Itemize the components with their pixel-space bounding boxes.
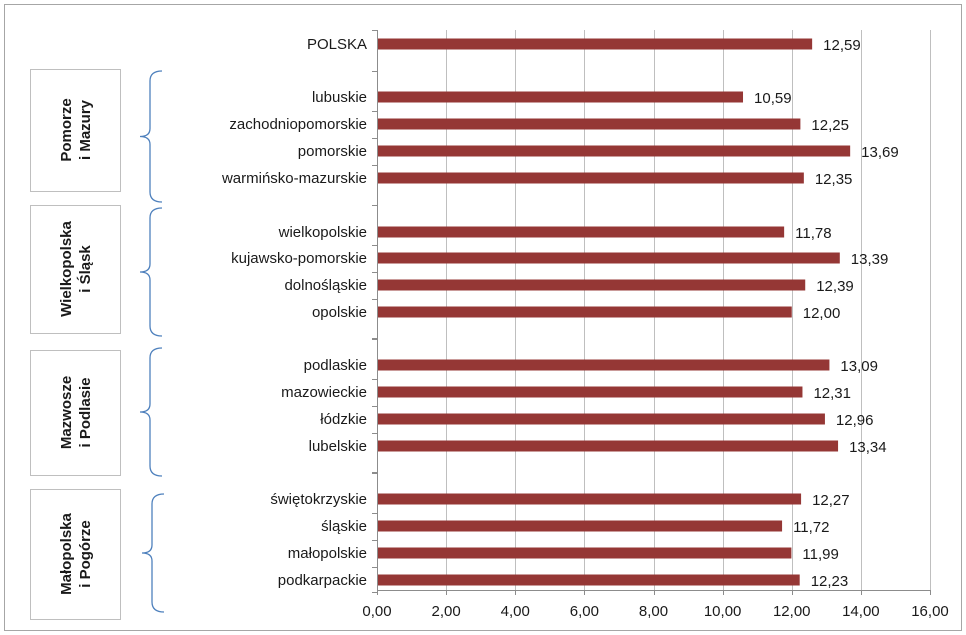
value-label-podlaskie: 13,09 xyxy=(840,358,878,375)
value-label-kujawsko-pomorskie: 13,39 xyxy=(851,251,889,268)
category-label-lubelskie: lubelskie xyxy=(309,438,367,455)
x-tick-label-12: 12,00 xyxy=(773,603,811,620)
category-label-podkarpackie: podkarpackie xyxy=(278,572,367,589)
category-label-zachodniopomorskie: zachodniopomorskie xyxy=(229,116,367,133)
category-label-swietokrzyskie: świętokrzyskie xyxy=(270,491,367,508)
bars xyxy=(378,38,851,586)
value-label-lubuskie: 10,59 xyxy=(754,90,792,107)
bar-malopolskie xyxy=(378,547,792,559)
bar-mazowieckie xyxy=(378,386,803,398)
bar-dolnoslaskie xyxy=(378,279,806,291)
value-label-swietokrzyskie: 12,27 xyxy=(812,492,850,509)
brace-icon xyxy=(139,347,163,477)
category-label-podlaskie: podlaskie xyxy=(304,357,367,374)
region-label-line: i Śląsk xyxy=(76,245,94,293)
category-label-wielkopolskie: wielkopolskie xyxy=(278,224,367,241)
region-label-line: Pomorze xyxy=(58,98,75,161)
brace-icon xyxy=(139,207,163,337)
region-label-line: Mazwosze xyxy=(58,376,75,449)
value-label-wielkopolskie: 11,78 xyxy=(795,225,831,242)
category-label-kujawsko-pomorskie: kujawsko-pomorskie xyxy=(231,250,367,267)
x-tick-label-2: 2,00 xyxy=(432,603,461,620)
category-label-pomorskie: pomorskie xyxy=(298,143,367,160)
region-label: Wielkopolska i Śląsk xyxy=(58,220,94,316)
region-box xyxy=(30,205,121,334)
category-label-lodzkie: łódzkie xyxy=(320,411,367,428)
region-groups: Pomorze i Mazury Wielkopolska i Śląsk Mazwos… xyxy=(30,69,165,620)
axes xyxy=(372,30,931,595)
region-group-wielkopolska-i-slask: Wielkopolska i Śląsk xyxy=(30,205,163,337)
value-label-podkarpackie: 12,23 xyxy=(811,573,849,590)
region-label-line: i Mazury xyxy=(77,99,94,160)
x-tick-label-8: 8,00 xyxy=(639,603,668,620)
category-label-slaskie: śląskie xyxy=(321,518,367,535)
category-label-dolnoslaskie: dolnośląskie xyxy=(284,277,367,294)
bar-warminsko-mazurskie xyxy=(378,172,804,184)
brace-icon xyxy=(139,70,163,203)
bar-pomorskie xyxy=(378,145,851,157)
x-tick-label-4: 4,00 xyxy=(501,603,530,620)
bar-podkarpackie xyxy=(378,574,800,586)
region-label-line: i Pogórze xyxy=(77,520,94,588)
bar-opolskie xyxy=(378,306,792,318)
category-label-malopolskie: małopolskie xyxy=(288,545,367,562)
region-group-pomorze-i-mazury: Pomorze i Mazury xyxy=(30,69,163,203)
category-label-opolskie: opolskie xyxy=(312,304,367,321)
value-label-mazowieckie: 12,31 xyxy=(813,385,851,402)
x-tick-label-0: 0,00 xyxy=(362,603,391,620)
bar-lodzkie xyxy=(378,413,825,425)
region-label: Mazwosze i Podlasie xyxy=(58,376,94,449)
x-tick-label-10: 10,00 xyxy=(704,603,742,620)
bar-swietokrzyskie xyxy=(378,493,802,505)
value-label-malopolskie: 11,99 xyxy=(802,546,838,563)
category-label-warminsko-mazurskie: warmińsko-mazurskie xyxy=(221,170,367,187)
x-tick-label-6: 6,00 xyxy=(570,603,599,620)
region-group-mazwosze-i-podlasie: Mazwosze i Podlasie xyxy=(30,347,163,477)
bar-polska xyxy=(378,38,813,50)
region-box xyxy=(30,489,121,620)
bar-podlaskie xyxy=(378,359,830,371)
x-tick-label-16: 16,00 xyxy=(911,603,949,620)
value-label-warminsko-mazurskie: 12,35 xyxy=(815,171,853,188)
category-label-polska: POLSKA xyxy=(307,36,367,53)
bar-lubuskie xyxy=(378,91,744,103)
value-label-dolnoslaskie: 12,39 xyxy=(816,278,854,295)
region-label-line: Wielkopolska xyxy=(58,220,75,316)
category-labels: POLSKA lubuskie zachodniopomorskie pomorski… xyxy=(221,36,367,589)
value-label-polska: 12,59 xyxy=(823,37,861,54)
category-label-mazowieckie: mazowieckie xyxy=(281,384,367,401)
region-label: Pomorze i Mazury xyxy=(58,98,94,161)
bar-lubelskie xyxy=(378,440,839,452)
category-label-lubuskie: lubuskie xyxy=(312,89,367,106)
region-label-line: i Podlasie xyxy=(77,377,94,447)
value-label-zachodniopomorskie: 12,25 xyxy=(811,117,849,134)
bar-wielkopolskie xyxy=(378,226,785,238)
value-label-lubelskie: 13,34 xyxy=(849,439,887,456)
x-tick-labels: 0,00 2,00 4,00 6,00 8,00 10,00 12,00 14,00 16,00 xyxy=(362,603,948,620)
region-label-line: Małopolska xyxy=(58,512,75,594)
value-label-opolskie: 12,00 xyxy=(803,305,841,322)
brace-icon xyxy=(141,493,165,613)
value-label-pomorskie: 13,69 xyxy=(861,144,899,161)
value-label-slaskie: 11,72 xyxy=(793,519,829,536)
region-box xyxy=(30,69,121,192)
bar-zachodniopomorskie xyxy=(378,118,801,130)
value-label-lodzkie: 12,96 xyxy=(836,412,874,429)
chart-border xyxy=(4,4,962,631)
value-labels: 12,59 10,59 12,25 13,69 12,35 11,78 13,39 12,39… xyxy=(754,37,899,590)
bar-kujawsko-pomorskie xyxy=(378,252,840,264)
bar-slaskie xyxy=(378,520,783,532)
x-tick-label-14: 14,00 xyxy=(842,603,880,620)
region-group-malopolska-i-pogorze: Małopolska i Pogórze xyxy=(30,489,165,620)
region-label: Małopolska i Pogórze xyxy=(58,512,94,594)
region-box xyxy=(30,350,121,476)
